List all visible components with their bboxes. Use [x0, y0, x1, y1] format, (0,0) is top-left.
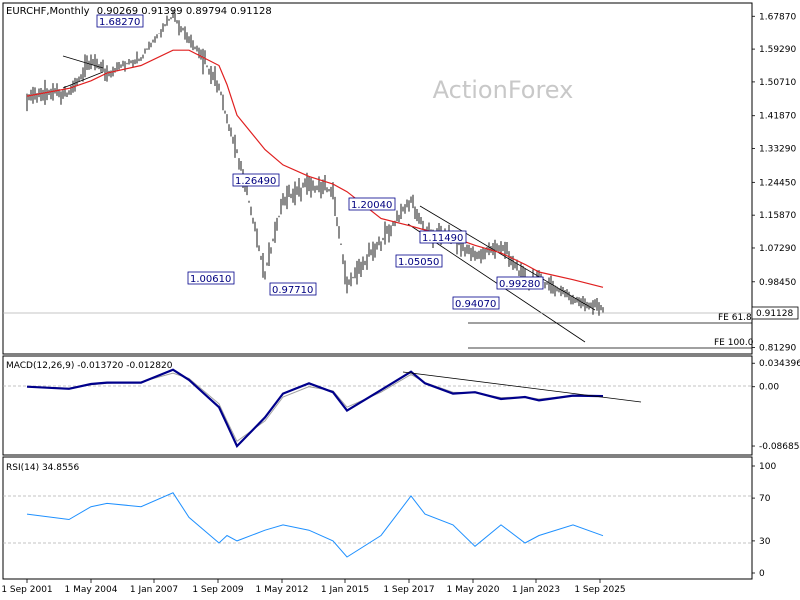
current-price-label: 0.91128 — [756, 309, 793, 319]
rsi-line — [26, 492, 604, 558]
rsi-panel-frame — [2, 456, 753, 580]
annotation-box — [96, 14, 144, 28]
annotation-label: 1.20040 — [351, 200, 392, 211]
annotation-label: 0.99280 — [499, 279, 540, 290]
price-y-tick-label: 0.81290 — [759, 343, 796, 353]
current-price-box — [751, 306, 799, 320]
price-y-tick-label: 1.24450 — [759, 178, 796, 188]
rsi-y-tick-label: 0 — [759, 569, 765, 579]
macd-label: MACD(12,26,9) -0.013720 -0.012820 — [6, 361, 173, 371]
price-y-ticks: 1.67870 1.59290 1.50710 1.41870 1.33290 1.244… — [752, 12, 796, 353]
rsi-y-tick-label: 100 — [759, 462, 776, 472]
x-tick-label: 1 Sep 2025 — [574, 585, 625, 595]
x-tick-label: 1 Jan 2007 — [130, 585, 178, 595]
annotation-box — [395, 254, 443, 268]
macd-panel-frame — [2, 355, 753, 456]
x-tick-label: 1 Sep 2009 — [192, 585, 244, 595]
price-y-tick-label: 1.15870 — [759, 211, 796, 221]
annotation-label: 1.05050 — [398, 257, 439, 268]
annotation-box — [232, 173, 280, 187]
price-y-tick-label: 1.41870 — [759, 112, 796, 122]
symbol-label: EURCHF,Monthly — [6, 6, 90, 17]
annotation-box — [348, 197, 396, 211]
x-tick-label: 1 May 2020 — [447, 585, 500, 595]
x-tick-label: 1 May 2004 — [65, 585, 118, 595]
channel-upper-line — [419, 205, 596, 311]
macd-y-tick-label: 0.034396 — [759, 359, 800, 369]
macd-main-line — [26, 368, 604, 449]
annotation-label: 1.68270 — [99, 17, 140, 28]
price-bars — [26, 9, 604, 316]
ohlc-values: 0.90269 0.91399 0.89794 0.91128 — [97, 6, 272, 17]
annotation-box — [452, 296, 500, 310]
annotation-label: 1.00610 — [190, 274, 231, 285]
price-y-tick-label: 1.50710 — [759, 78, 796, 88]
x-tick-label: 1 Jan 2023 — [512, 585, 560, 595]
x-tick-label: 1 May 2012 — [256, 585, 309, 595]
moving-average-line — [26, 49, 604, 288]
macd-y-ticks: 0.034396 0.00 -0.086854 — [752, 359, 800, 452]
x-tick-label: 1 Jan 2015 — [321, 585, 369, 595]
x-tick-label: 1 Sep 2001 — [1, 585, 52, 595]
price-y-tick-label: 1.33290 — [759, 145, 796, 155]
channel-lower-line — [407, 223, 586, 343]
annotation-box — [269, 282, 317, 296]
annotation-label: 1.26490 — [235, 176, 276, 187]
fe-61-8-label: FE 61.8 — [718, 313, 752, 323]
annotation-box — [496, 276, 544, 290]
macd-y-tick-label: -0.086854 — [759, 442, 800, 452]
annotation-label: 0.97710 — [272, 285, 313, 296]
price-y-tick-label: 0.98450 — [759, 278, 796, 288]
price-y-tick-label: 1.07290 — [759, 244, 796, 254]
annotation-label: 0.94070 — [455, 299, 496, 310]
triangle-line-upper — [62, 55, 104, 69]
rsi-y-tick-label: 30 — [759, 537, 771, 547]
annotation-box — [187, 271, 235, 285]
rsi-label: RSI(14) 34.8556 — [6, 463, 79, 473]
annotation-box — [419, 230, 467, 244]
watermark: ActionForex — [433, 76, 574, 104]
macd-y-tick-label: 0.00 — [759, 383, 779, 393]
price-y-tick-label: 1.67870 — [759, 12, 796, 22]
fe-100-label: FE 100.0 — [714, 338, 754, 348]
price-header: EURCHF,Monthly 0.90269 0.91399 0.89794 0… — [6, 6, 272, 17]
x-axis-ticks: 1 Sep 2001 1 May 2004 1 Jan 2007 1 Sep 2009… — [1, 579, 626, 595]
price-annotations: 1.68270 1.26490 1.00610 0.97710 1.20040 1.050… — [96, 14, 544, 310]
price-y-tick-label: 1.59290 — [759, 45, 796, 55]
macd-trendline — [402, 371, 642, 403]
rsi-y-tick-label: 70 — [759, 494, 771, 504]
annotation-label: 1.11490 — [422, 233, 463, 244]
x-tick-label: 1 Sep 2017 — [383, 585, 434, 595]
rsi-y-ticks: 100 70 30 0 — [752, 462, 776, 579]
price-panel-frame — [2, 2, 753, 355]
